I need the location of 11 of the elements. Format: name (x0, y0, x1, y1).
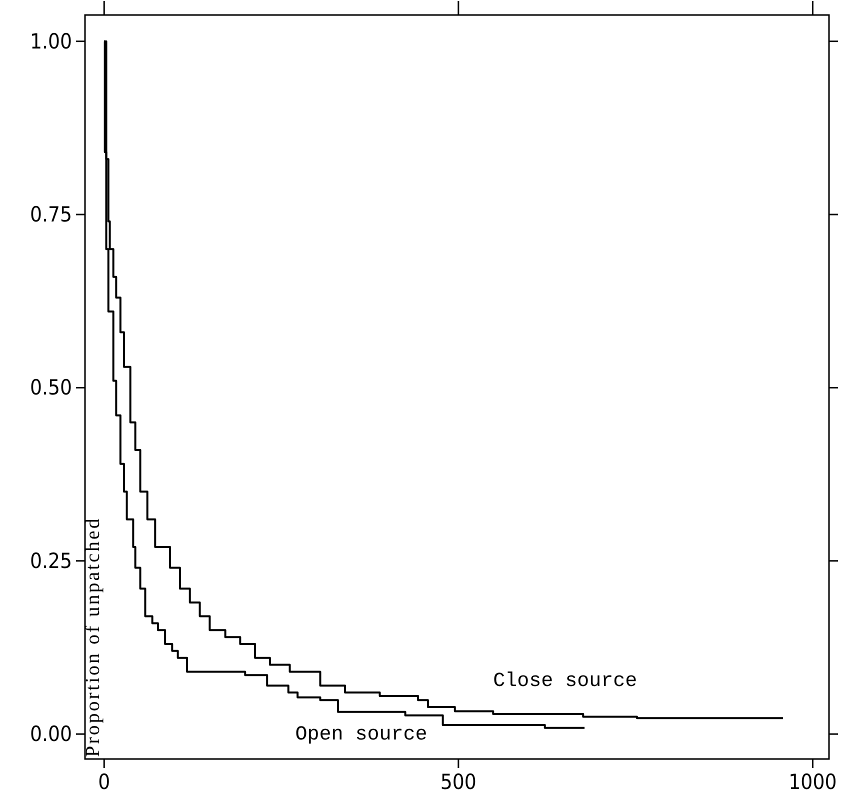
series-label: Open source (295, 723, 428, 746)
y-tick-label: 1.00 (30, 29, 72, 54)
x-tick-label: 1000 (788, 770, 837, 794)
y-tick-label: 0.00 (30, 722, 72, 746)
series-label: Close source (493, 670, 638, 693)
y-tick-label: 0.75 (30, 202, 72, 227)
y-tick-label: 0.25 (30, 548, 72, 573)
y-axis-title: Proportion of unpatched (82, 516, 104, 757)
x-tick-label: 0 (98, 770, 110, 794)
y-tick-label: 0.50 (30, 376, 72, 400)
x-tick-label: 500 (440, 770, 476, 794)
